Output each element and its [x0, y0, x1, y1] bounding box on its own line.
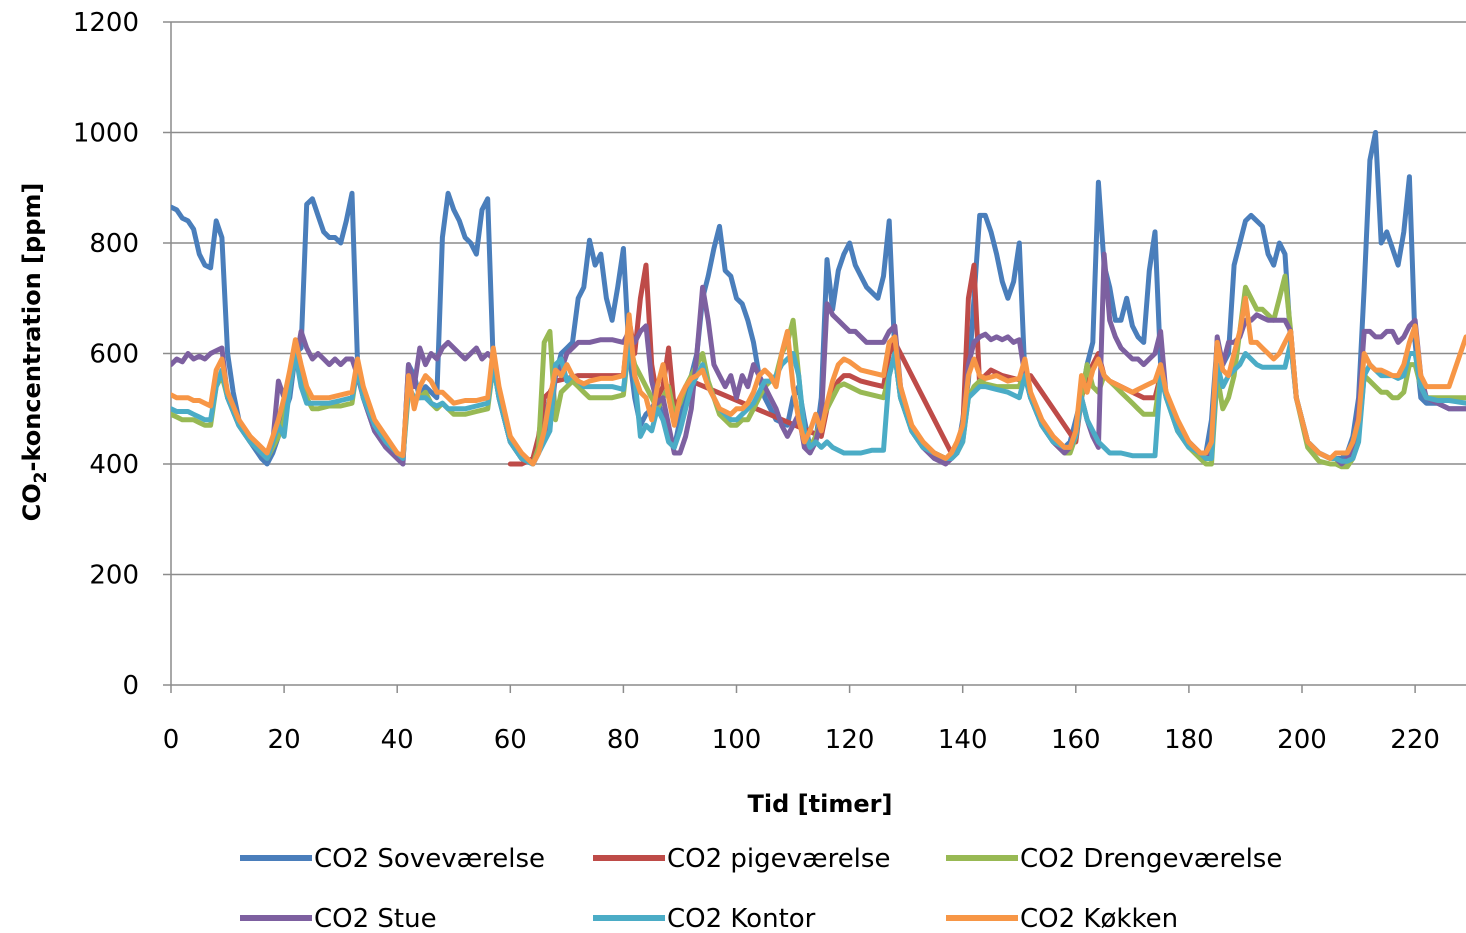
y-tick-label: 200 — [89, 561, 139, 591]
x-tick-label: 60 — [494, 725, 527, 755]
x-tick-label: 0 — [163, 725, 180, 755]
y-tick-label: 1200 — [73, 8, 139, 38]
y-axis-title-subscript: 2 — [31, 472, 51, 484]
y-tick-label: 1000 — [73, 119, 139, 149]
x-tick-label: 200 — [1277, 725, 1327, 755]
y-tick-label: 0 — [122, 671, 139, 701]
axes — [163, 21, 1466, 693]
series-line-6 — [171, 295, 1466, 467]
legend-label-3: CO2 Drengeværelse — [1020, 844, 1282, 874]
series-line-1 — [171, 130, 1466, 467]
legend-label-2: CO2 pigeværelse — [667, 844, 890, 874]
x-tick-label: 120 — [825, 725, 875, 755]
y-tick-label: 800 — [89, 229, 139, 259]
legend-label-1: CO2 Soveværelse — [314, 844, 545, 874]
legend-label-4: CO2 Stue — [314, 904, 437, 933]
legend: CO2 Soveværelse CO2 pigeværelse CO2 Drenge… — [240, 844, 1282, 933]
x-tick-label: 220 — [1390, 725, 1440, 755]
y-axis-title-prefix: CO — [18, 483, 46, 521]
legend-label-6: CO2 Køkken — [1020, 904, 1178, 933]
series-lines — [171, 130, 1466, 470]
x-axis-title: Tid [timer] — [748, 790, 893, 818]
x-tick-label: 160 — [1051, 725, 1101, 755]
tick-labels: 0 200 400 600 800 1000 1200 0 20 40 60 80 100 120 140 1… — [73, 8, 1440, 755]
y-axis-title-suffix: -koncentration [ppm] — [18, 183, 46, 472]
x-tick-label: 140 — [938, 725, 988, 755]
y-tick-label: 600 — [89, 340, 139, 370]
x-tick-label: 40 — [381, 725, 414, 755]
x-tick-label: 20 — [268, 725, 301, 755]
x-tick-label: 80 — [607, 725, 640, 755]
legend-label-5: CO2 Kontor — [667, 904, 816, 933]
y-axis-title: CO2-koncentration [ppm] — [18, 183, 51, 522]
y-tick-label: 400 — [89, 450, 139, 480]
x-tick-label: 100 — [712, 725, 762, 755]
gridlines — [171, 21, 1466, 576]
x-tick-label: 180 — [1164, 725, 1214, 755]
